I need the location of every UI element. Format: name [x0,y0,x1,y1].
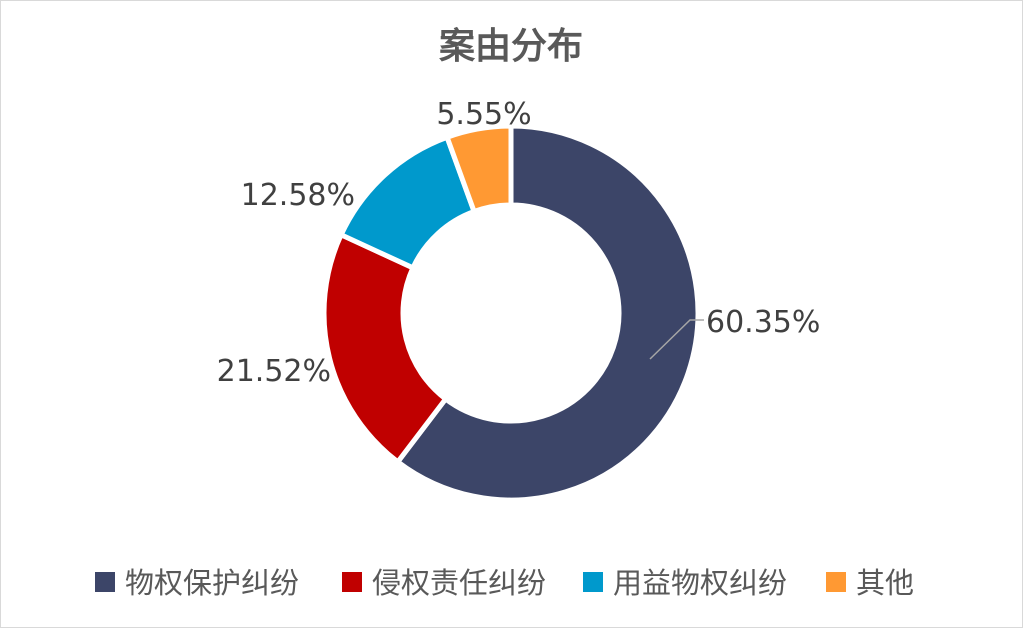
legend-label-3: 用益物权纠纷 [613,566,787,600]
legend-label-4: 其他 [856,566,914,600]
legend-swatch-2 [342,572,362,592]
legend: 物权保护纠纷 侵权责任纠纷 用益物权纠纷 其他 [95,566,914,600]
chart-title: 案由分布 [439,26,583,67]
slices-layer [321,123,701,503]
data-label-4: 5.55% [436,97,531,132]
legend-swatch-4 [826,572,846,592]
legend-swatch-1 [95,572,115,592]
data-label-2: 21.52% [217,354,331,389]
legend-item-4: 其他 [826,566,914,600]
data-label-3: 12.58% [241,178,355,213]
legend-item-3: 用益物权纠纷 [583,566,787,600]
data-label-1: 60.35% [706,305,820,340]
legend-label-1: 物权保护纠纷 [125,566,299,600]
donut-slice-1 [394,123,701,503]
donut-slice-2 [321,231,450,466]
leader-lines [649,319,704,360]
legend-item-2: 侵权责任纠纷 [342,566,546,600]
legend-item-1: 物权保护纠纷 [95,566,299,600]
data-labels: 60.35% 21.52% 12.58% 5.55% [217,97,821,389]
legend-label-2: 侵权责任纠纷 [372,566,546,600]
donut-slice-4 [443,123,514,215]
leader-line-1 [649,319,704,360]
legend-swatch-3 [583,572,603,592]
